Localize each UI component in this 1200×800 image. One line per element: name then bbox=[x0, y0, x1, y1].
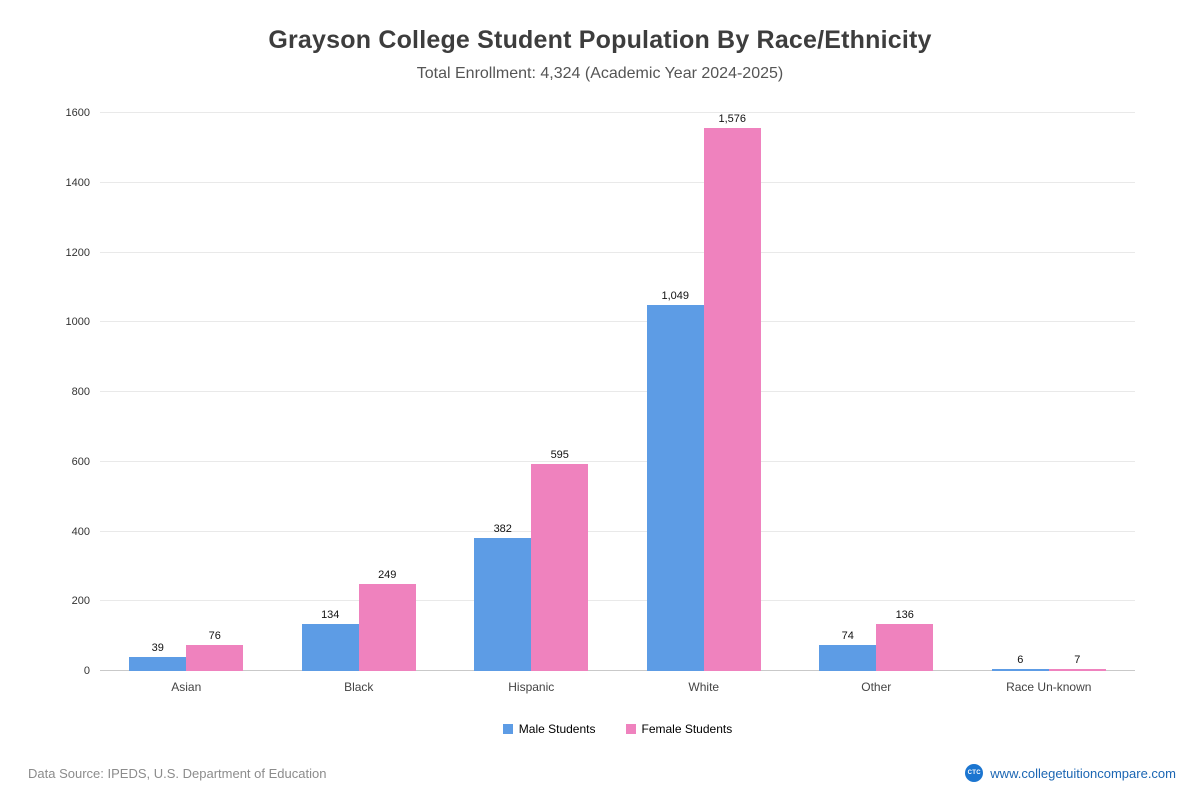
gridline bbox=[100, 460, 1135, 462]
data-source-text: Data Source: IPEDS, U.S. Department of E… bbox=[28, 765, 327, 781]
y-tick-label: 600 bbox=[71, 455, 90, 468]
x-tick-label-white: White bbox=[688, 680, 720, 694]
bar-slot: 249 bbox=[358, 113, 416, 671]
x-tick-label-hispanic: Hispanic bbox=[508, 680, 555, 694]
bar-value-label: 1,049 bbox=[661, 290, 690, 303]
bar-male-students-race-un-known[interactable] bbox=[991, 668, 1049, 671]
bar-slot: 134 bbox=[301, 113, 359, 671]
bar-male-students-asian[interactable] bbox=[129, 657, 187, 671]
bar-value-label: 1,576 bbox=[718, 113, 747, 125]
bar-value-label: 382 bbox=[493, 522, 512, 535]
page-footer: Data Source: IPEDS, U.S. Department of E… bbox=[28, 764, 1176, 782]
bar-male-students-white[interactable] bbox=[646, 305, 704, 671]
bar-group-asian: 39 76 bbox=[100, 113, 273, 671]
bar-slot: 382 bbox=[474, 113, 532, 671]
bar-group-white: 1,049 1,576 bbox=[618, 113, 791, 671]
bar-female-students-race-un-known[interactable] bbox=[1048, 668, 1106, 671]
bar-slot: 76 bbox=[186, 113, 244, 671]
legend-label: Female Students bbox=[641, 722, 733, 736]
bar-value-label: 7 bbox=[1074, 653, 1081, 666]
bar-value-label: 76 bbox=[208, 629, 221, 642]
gridline bbox=[100, 321, 1135, 323]
bar-value-label: 6 bbox=[1017, 653, 1024, 666]
gridline bbox=[100, 251, 1135, 253]
bar-value-label: 136 bbox=[895, 608, 914, 621]
bar-female-students-white[interactable] bbox=[703, 128, 761, 671]
gridline bbox=[100, 600, 1135, 602]
chart-subtitle: Total Enrollment: 4,324 (Academic Year 2… bbox=[416, 65, 784, 82]
bar-value-label: 595 bbox=[550, 448, 569, 461]
y-tick-label: 200 bbox=[71, 595, 90, 608]
gridline bbox=[100, 181, 1135, 183]
bar-slot: 595 bbox=[531, 113, 589, 671]
bar-female-students-asian[interactable] bbox=[186, 644, 244, 671]
ctc-logo-icon: CTC bbox=[965, 764, 984, 782]
legend-item-female-students[interactable]: Female Students bbox=[625, 722, 733, 736]
bar-value-label: 39 bbox=[151, 642, 164, 655]
bar-slot: 1,576 bbox=[703, 113, 761, 671]
bar-slot: 7 bbox=[1048, 113, 1106, 671]
gridline bbox=[100, 112, 1135, 113]
chart-legend: Male Students Female Students bbox=[100, 722, 1135, 736]
bar-group-other: 74 136 bbox=[790, 113, 963, 671]
site-link[interactable]: CTC www.collegetuitioncompare.com bbox=[965, 764, 1176, 782]
y-tick-label: 1200 bbox=[65, 246, 90, 259]
bar-group-black: 134 249 bbox=[273, 113, 446, 671]
x-tick-label-asian: Asian bbox=[171, 680, 202, 694]
bar-female-students-hispanic[interactable] bbox=[531, 463, 589, 671]
bar-male-students-black[interactable] bbox=[301, 624, 359, 671]
bar-male-students-other[interactable] bbox=[819, 645, 877, 671]
x-tick-label-black: Black bbox=[344, 680, 374, 694]
x-axis-line bbox=[100, 670, 1135, 671]
chart-title: Grayson College Student Population By Ra… bbox=[268, 26, 932, 54]
legend-item-male-students[interactable]: Male Students bbox=[502, 722, 596, 736]
bar-slot: 6 bbox=[991, 113, 1049, 671]
bar-value-label: 74 bbox=[841, 630, 854, 643]
y-tick-label: 800 bbox=[71, 386, 90, 398]
legend-label: Male Students bbox=[518, 722, 596, 736]
bar-groups: 39 76 134 249 382 595 1,049 1,576 74 136 6 7 bbox=[100, 113, 1135, 671]
x-tick-label-race-un-known: Race Un-known bbox=[1006, 680, 1092, 694]
gridline bbox=[100, 391, 1135, 392]
legend-swatch-icon bbox=[625, 724, 636, 734]
x-tick-label-other: Other bbox=[861, 680, 892, 694]
y-tick-label: 1400 bbox=[65, 176, 90, 189]
bar-slot: 136 bbox=[876, 113, 934, 671]
bar-value-label: 134 bbox=[321, 609, 340, 622]
y-tick-label: 1600 bbox=[65, 107, 90, 119]
plot-area: 0 200 400 600 800 1000 1200 1400 1600 39 76 134 249 3… bbox=[66, 107, 1135, 677]
bar-chart: 0 200 400 600 800 1000 1200 1400 1600 39 76 134 249 3… bbox=[66, 107, 1135, 736]
x-axis-labels: Asian Black Hispanic White Other Race Un-know… bbox=[100, 680, 1135, 694]
legend-swatch-icon bbox=[502, 724, 513, 734]
bar-female-students-other[interactable] bbox=[876, 623, 934, 671]
site-url: www.collegetuitioncompare.com bbox=[990, 765, 1176, 781]
bar-slot: 74 bbox=[819, 113, 877, 671]
bar-group-hispanic: 382 595 bbox=[445, 113, 618, 671]
y-tick-label: 0 bbox=[83, 665, 90, 677]
y-tick-label: 400 bbox=[71, 525, 90, 538]
bar-female-students-black[interactable] bbox=[358, 584, 416, 671]
bar-value-label: 249 bbox=[378, 569, 397, 582]
gridline bbox=[100, 530, 1135, 532]
bar-slot: 39 bbox=[129, 113, 187, 671]
y-tick-label: 1000 bbox=[65, 316, 90, 329]
bar-male-students-hispanic[interactable] bbox=[474, 537, 532, 671]
bar-slot: 1,049 bbox=[646, 113, 704, 671]
